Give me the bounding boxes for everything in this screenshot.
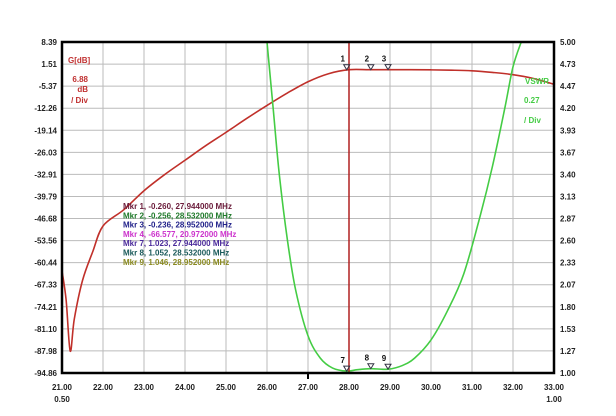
right-tick-label: 3.40 [560, 170, 576, 179]
left-tick-label: -60.44 [34, 259, 57, 268]
left-tick-label: -26.03 [34, 148, 57, 157]
left-tick-label: -12.26 [34, 104, 57, 113]
left-tick-label: -5.37 [39, 82, 58, 91]
legend-entry: Mkr 9, 1.046, 28.952000 MHz [123, 258, 229, 267]
marker-label: 3 [382, 55, 387, 64]
left-axis-unit: dB [77, 85, 88, 94]
marker-triangle [342, 64, 351, 71]
right-tick-label: 3.13 [560, 192, 576, 201]
x-tick-label: 24.00 [175, 383, 196, 392]
right-tick-label: 3.67 [560, 148, 576, 157]
x-tick-label: 21.00 [52, 383, 73, 392]
marker-label: 9 [382, 354, 387, 363]
right-tick-label: 4.73 [560, 60, 576, 69]
right-tick-label: 4.47 [560, 82, 576, 91]
right-tick-label: 5.00 [560, 38, 576, 47]
x-tick-label: 29.00 [380, 383, 401, 392]
x-tick-label: 31.00 [462, 383, 483, 392]
right-tick-label: 1.00 [560, 369, 576, 378]
legend-entry: Mkr 4, -66.577, 20.972000 MHz [123, 230, 236, 239]
left-tick-label: -32.91 [34, 170, 57, 179]
x-sub-label-right: 1.00 [546, 395, 562, 404]
left-tick-label: -74.21 [34, 303, 57, 312]
legend-entry: Mkr 8, 1.052, 28.532000 MHz [123, 249, 229, 258]
right-tick-label: 2.33 [560, 259, 576, 268]
x-tick-label: 27.00 [298, 383, 319, 392]
legend-entry: Mkr 3, -0.236, 28.952000 MHz [123, 221, 232, 230]
right-tick-label: 2.07 [560, 281, 576, 290]
legend-entry: Mkr 1, -0.260, 27.944000 MHz [123, 202, 232, 211]
left-tick-label: -67.33 [34, 281, 57, 290]
marker-triangle [366, 363, 375, 370]
marker-label: 8 [365, 354, 370, 363]
x-tick-label: 25.00 [216, 383, 237, 392]
x-tick-label: 30.00 [421, 383, 442, 392]
left-tick-label: -19.14 [34, 126, 57, 135]
marker-triangle [366, 64, 375, 71]
left-tick-label: -81.10 [34, 325, 57, 334]
x-tick-label: 28.00 [339, 383, 360, 392]
x-tick-label: 33.00 [544, 383, 565, 392]
vswr-series-line [266, 42, 522, 372]
marker-label: 2 [365, 55, 370, 64]
left-tick-label: -87.98 [34, 347, 57, 356]
right-tick-label: 1.53 [560, 325, 576, 334]
right-tick-label: 1.27 [560, 347, 576, 356]
right-tick-label: 1.80 [560, 303, 576, 312]
x-tick-label: 26.00 [257, 383, 278, 392]
left-axis-per-div: / Div [71, 96, 88, 105]
x-tick-label: 23.00 [134, 383, 155, 392]
legend-entry: Mkr 2, -0.256, 28.532000 MHz [123, 211, 232, 220]
left-tick-label: -46.68 [34, 215, 57, 224]
left-axis-scale: 6.88 [72, 75, 88, 84]
right-tick-label: 4.20 [560, 104, 576, 113]
right-axis-scale: 0.27 [524, 96, 540, 105]
marker-triangle [384, 363, 392, 371]
left-tick-label: 8.39 [41, 38, 57, 47]
right-tick-label: 3.93 [560, 126, 576, 135]
right-tick-label: 2.87 [560, 215, 576, 224]
marker-label: 1 [340, 55, 345, 64]
left-axis-label: G[dB] [68, 56, 91, 65]
left-tick-label: -39.79 [34, 192, 57, 201]
right-axis-label: VSWR [525, 77, 549, 86]
left-tick-label: 1.51 [41, 60, 57, 69]
plot-frame [60, 40, 556, 375]
marker-triangle [384, 64, 392, 71]
legend-entry: Mkr 7, 1.023, 27.944000 MHz [123, 239, 229, 248]
right-tick-label: 2.60 [560, 237, 576, 246]
x-tick-label: 32.00 [503, 383, 524, 392]
right-axis-per-div: / Div [524, 116, 541, 125]
marker-label: 7 [340, 356, 345, 365]
marker-triangle [342, 365, 351, 373]
x-sub-label-left: 0.50 [54, 395, 70, 404]
left-tick-label: -53.56 [34, 237, 57, 246]
left-tick-label: -94.86 [34, 369, 57, 378]
x-tick-label: 22.00 [93, 383, 114, 392]
gain-series-line [62, 68, 554, 352]
